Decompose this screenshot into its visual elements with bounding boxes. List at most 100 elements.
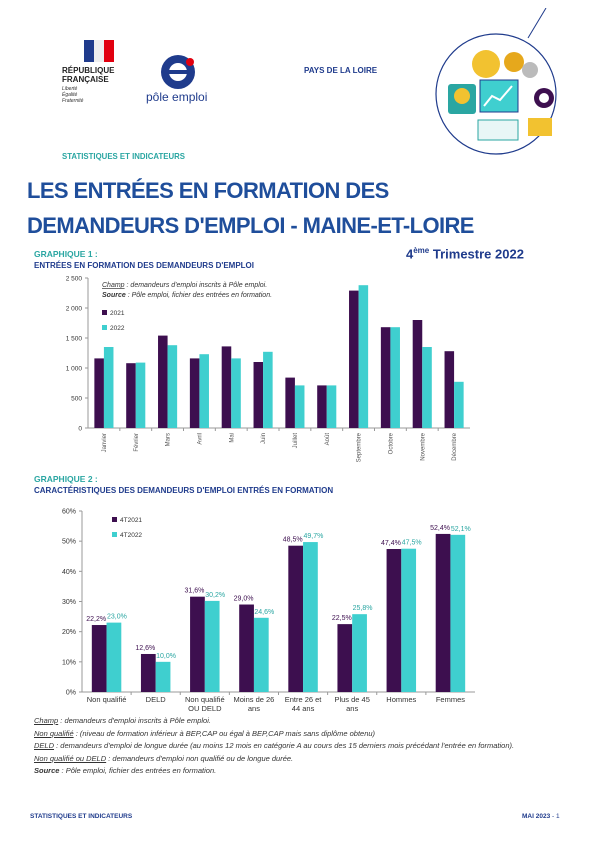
bar [263, 351, 273, 428]
bar [253, 362, 264, 428]
x-tick-label: Mai [229, 433, 235, 443]
value-label: 22,5% [332, 615, 352, 622]
value-label: 22,2% [86, 616, 106, 623]
chart-2: 0% 10% 20% 30% 40% 50% 60% Non qualifié 22,2% 23,… [62, 509, 475, 713]
bar [352, 614, 367, 692]
x-tick-label: Avril [197, 433, 203, 445]
graph-label: GRAPHIQUE 2 : [34, 474, 98, 484]
x-tick-label: Entre 26 et 44 ans [285, 695, 323, 713]
y-tick-label: 50% [62, 539, 76, 546]
x-tick-label: Non qualifié [87, 695, 127, 704]
pole-emploi-logo [161, 55, 195, 89]
bar [444, 351, 455, 428]
legend-label: 4T2022 [120, 532, 142, 539]
period-number: 4 [406, 246, 414, 262]
y-tick-label: 2 500 [66, 276, 83, 283]
y-tick-label: 0% [66, 690, 76, 697]
note-term: Source [34, 766, 60, 775]
bar [253, 617, 269, 692]
chart-1: 0 500 1 000 1 500 2 000 2 500 Janvier Février Ma… [66, 276, 470, 462]
x-tick-label: Hommes [386, 695, 416, 704]
x-tick-label: Octobre [388, 432, 394, 454]
value-label: 23,0% [107, 614, 127, 621]
period-text: Trimestre 2022 [432, 246, 524, 262]
bar [380, 327, 391, 428]
value-label: 49,7% [304, 533, 324, 540]
x-tick-label: Septembre [357, 432, 363, 462]
period: 4ème Trimestre 2022 [406, 246, 524, 261]
brand-label: pôle emploi [146, 90, 208, 104]
value-label: 52,1% [451, 526, 471, 533]
legend-swatch [112, 517, 117, 522]
illustration [435, 8, 557, 155]
x-tick-label: Juin [261, 433, 267, 444]
bar [326, 385, 337, 428]
y-tick-label: 60% [62, 509, 76, 516]
bar [155, 661, 171, 692]
annotation-term: Champ [102, 282, 125, 289]
annotation: Source : Pôle emploi, fichier des entrée… [102, 292, 272, 299]
bar [221, 346, 232, 428]
footer-date: MAI 2023 [522, 813, 551, 820]
bar [303, 542, 318, 692]
legend-swatch [102, 310, 107, 315]
x-tick-label: Août [325, 433, 331, 446]
note: DELD : demandeurs d'emploi de longue dur… [34, 741, 564, 752]
value-label: 52,4% [430, 525, 450, 532]
footer-page: - 1 [552, 813, 560, 820]
legend-label: 2022 [110, 325, 125, 332]
graph-label: GRAPHIQUE 1 : [34, 249, 98, 259]
x-tick-label: Non qualifié OU DELD [185, 695, 225, 713]
value-label: 30,2% [205, 592, 225, 599]
y-tick-label: 0 [78, 426, 82, 433]
x-tick-label: Moins de 26 ans [234, 695, 275, 713]
republic-label: RÉPUBLIQUE FRANÇAISE [62, 66, 115, 84]
value-label: 12,6% [135, 645, 155, 652]
note-term: DELD [34, 741, 55, 750]
value-label: 10,0% [156, 653, 176, 660]
bar [199, 354, 209, 428]
bar [140, 653, 156, 692]
x-tick-label: Janvier [102, 433, 108, 452]
note: Non qualifié ou DELD : demandeurs d'empl… [34, 754, 564, 765]
annotation-text: : demandeurs d'emploi inscrits à Pôle em… [127, 282, 268, 289]
y-tick-label: 30% [62, 599, 76, 606]
x-tick-label: DELD [146, 695, 167, 704]
bar [454, 381, 464, 428]
value-label: 31,6% [185, 588, 205, 595]
annotation-term: Source [102, 292, 126, 299]
marianne-logo [84, 40, 114, 62]
note: Non qualifié : (niveau de formation infé… [34, 729, 564, 740]
y-tick-label: 10% [62, 659, 76, 666]
x-tick-label: Juillet [293, 433, 299, 449]
x-tick-label: Femmes [436, 695, 465, 704]
bar [91, 625, 107, 692]
note-text: : demandeurs d'emploi inscrits à Pôle em… [60, 716, 211, 725]
legend-swatch [112, 532, 117, 537]
legend-swatch [102, 325, 107, 330]
bar [158, 335, 168, 428]
bar [412, 320, 423, 428]
bar [189, 358, 200, 428]
value-label: 47,4% [381, 540, 401, 547]
annotation-text: : Pôle emploi, fichier des entrées en fo… [128, 292, 272, 299]
note-text: : (niveau de formation inférieur à BEP,C… [75, 728, 376, 738]
graph-heading: CARACTÉRISTIQUES DES DEMANDEURS D'EMPLOI… [34, 486, 334, 495]
note-term: Non qualifié [34, 728, 74, 738]
y-tick-label: 1 500 [66, 336, 83, 343]
bar [386, 549, 402, 692]
motto: Liberté Égalité Fraternité [62, 86, 84, 104]
graph-heading: ENTRÉES EN FORMATION DES DEMANDEURS D'EM… [34, 261, 254, 270]
bar [135, 362, 146, 428]
period-suffix: ème [413, 246, 430, 255]
legend-label: 4T2021 [120, 517, 142, 524]
bar [288, 545, 304, 692]
bar [190, 596, 205, 692]
note: Champ : demandeurs d'emploi inscrits à P… [34, 716, 564, 727]
value-label: 25,8% [353, 605, 373, 612]
bar [239, 604, 254, 692]
y-tick-label: 20% [62, 629, 76, 636]
x-tick-label: Février [134, 433, 140, 452]
